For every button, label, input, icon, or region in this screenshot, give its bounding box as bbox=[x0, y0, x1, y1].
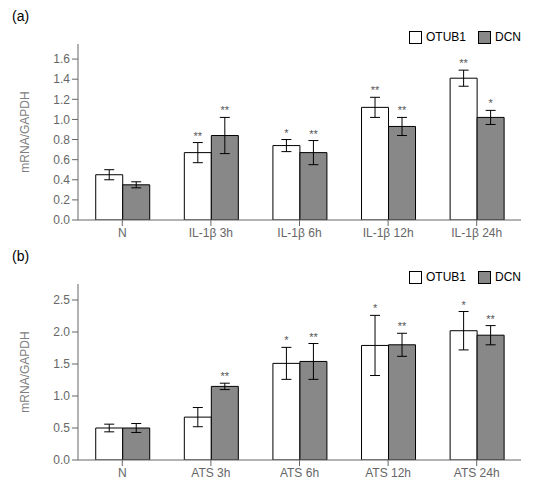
svg-text:**: ** bbox=[221, 370, 230, 382]
svg-text:**: ** bbox=[398, 320, 407, 332]
svg-text:**: ** bbox=[194, 130, 203, 142]
svg-text:IL-1β 6h: IL-1β 6h bbox=[277, 226, 321, 240]
svg-text:ATS 24h: ATS 24h bbox=[454, 466, 500, 480]
svg-text:*: * bbox=[461, 299, 466, 311]
svg-text:2.0: 2.0 bbox=[53, 325, 70, 339]
svg-text:1.5: 1.5 bbox=[53, 357, 70, 371]
svg-text:0.6: 0.6 bbox=[53, 153, 70, 167]
svg-text:IL-1β 24h: IL-1β 24h bbox=[451, 226, 502, 240]
svg-text:IL-1β 3h: IL-1β 3h bbox=[189, 226, 233, 240]
svg-text:*: * bbox=[284, 334, 289, 346]
svg-text:**: ** bbox=[371, 84, 380, 96]
svg-text:mRNA/GAPDH: mRNA/GAPDH bbox=[18, 331, 32, 412]
svg-text:**: ** bbox=[221, 104, 230, 116]
svg-text:mRNA/GAPDH: mRNA/GAPDH bbox=[18, 91, 32, 172]
svg-text:**: ** bbox=[486, 313, 495, 325]
svg-text:0.4: 0.4 bbox=[53, 173, 70, 187]
svg-text:1.2: 1.2 bbox=[53, 93, 70, 107]
svg-text:**: ** bbox=[459, 57, 468, 69]
html-text:DCN: DCN bbox=[495, 30, 521, 44]
svg-text:1.0: 1.0 bbox=[53, 389, 70, 403]
svg-text:ATS 3h: ATS 3h bbox=[191, 466, 230, 480]
svg-text:**: ** bbox=[309, 128, 318, 140]
svg-text:1.4: 1.4 bbox=[53, 72, 70, 86]
svg-text:0.2: 0.2 bbox=[53, 193, 70, 207]
svg-text:1.0: 1.0 bbox=[53, 113, 70, 127]
svg-text:0.5: 0.5 bbox=[53, 421, 70, 435]
svg-text:2.5: 2.5 bbox=[53, 293, 70, 307]
html-text:(b): (b) bbox=[12, 248, 30, 264]
html-text:OTUB1: OTUB1 bbox=[426, 30, 466, 44]
svg-text:1.6: 1.6 bbox=[53, 52, 70, 66]
svg-text:N: N bbox=[118, 466, 127, 480]
svg-text:0.0: 0.0 bbox=[53, 453, 70, 467]
svg-text:0.0: 0.0 bbox=[53, 213, 70, 227]
svg-text:*: * bbox=[488, 97, 493, 109]
svg-text:ATS 6h: ATS 6h bbox=[280, 466, 319, 480]
svg-text:0.8: 0.8 bbox=[53, 133, 70, 147]
svg-text:*: * bbox=[373, 302, 378, 314]
svg-text:**: ** bbox=[398, 104, 407, 116]
svg-text:*: * bbox=[284, 127, 289, 139]
html-text:(a): (a) bbox=[12, 8, 30, 24]
svg-text:N: N bbox=[118, 226, 127, 240]
svg-text:**: ** bbox=[309, 331, 318, 343]
html-text:OTUB1: OTUB1 bbox=[426, 270, 466, 284]
svg-text:ATS 12h: ATS 12h bbox=[365, 466, 411, 480]
svg-text:IL-1β 12h: IL-1β 12h bbox=[363, 226, 414, 240]
html-text:DCN: DCN bbox=[495, 270, 521, 284]
